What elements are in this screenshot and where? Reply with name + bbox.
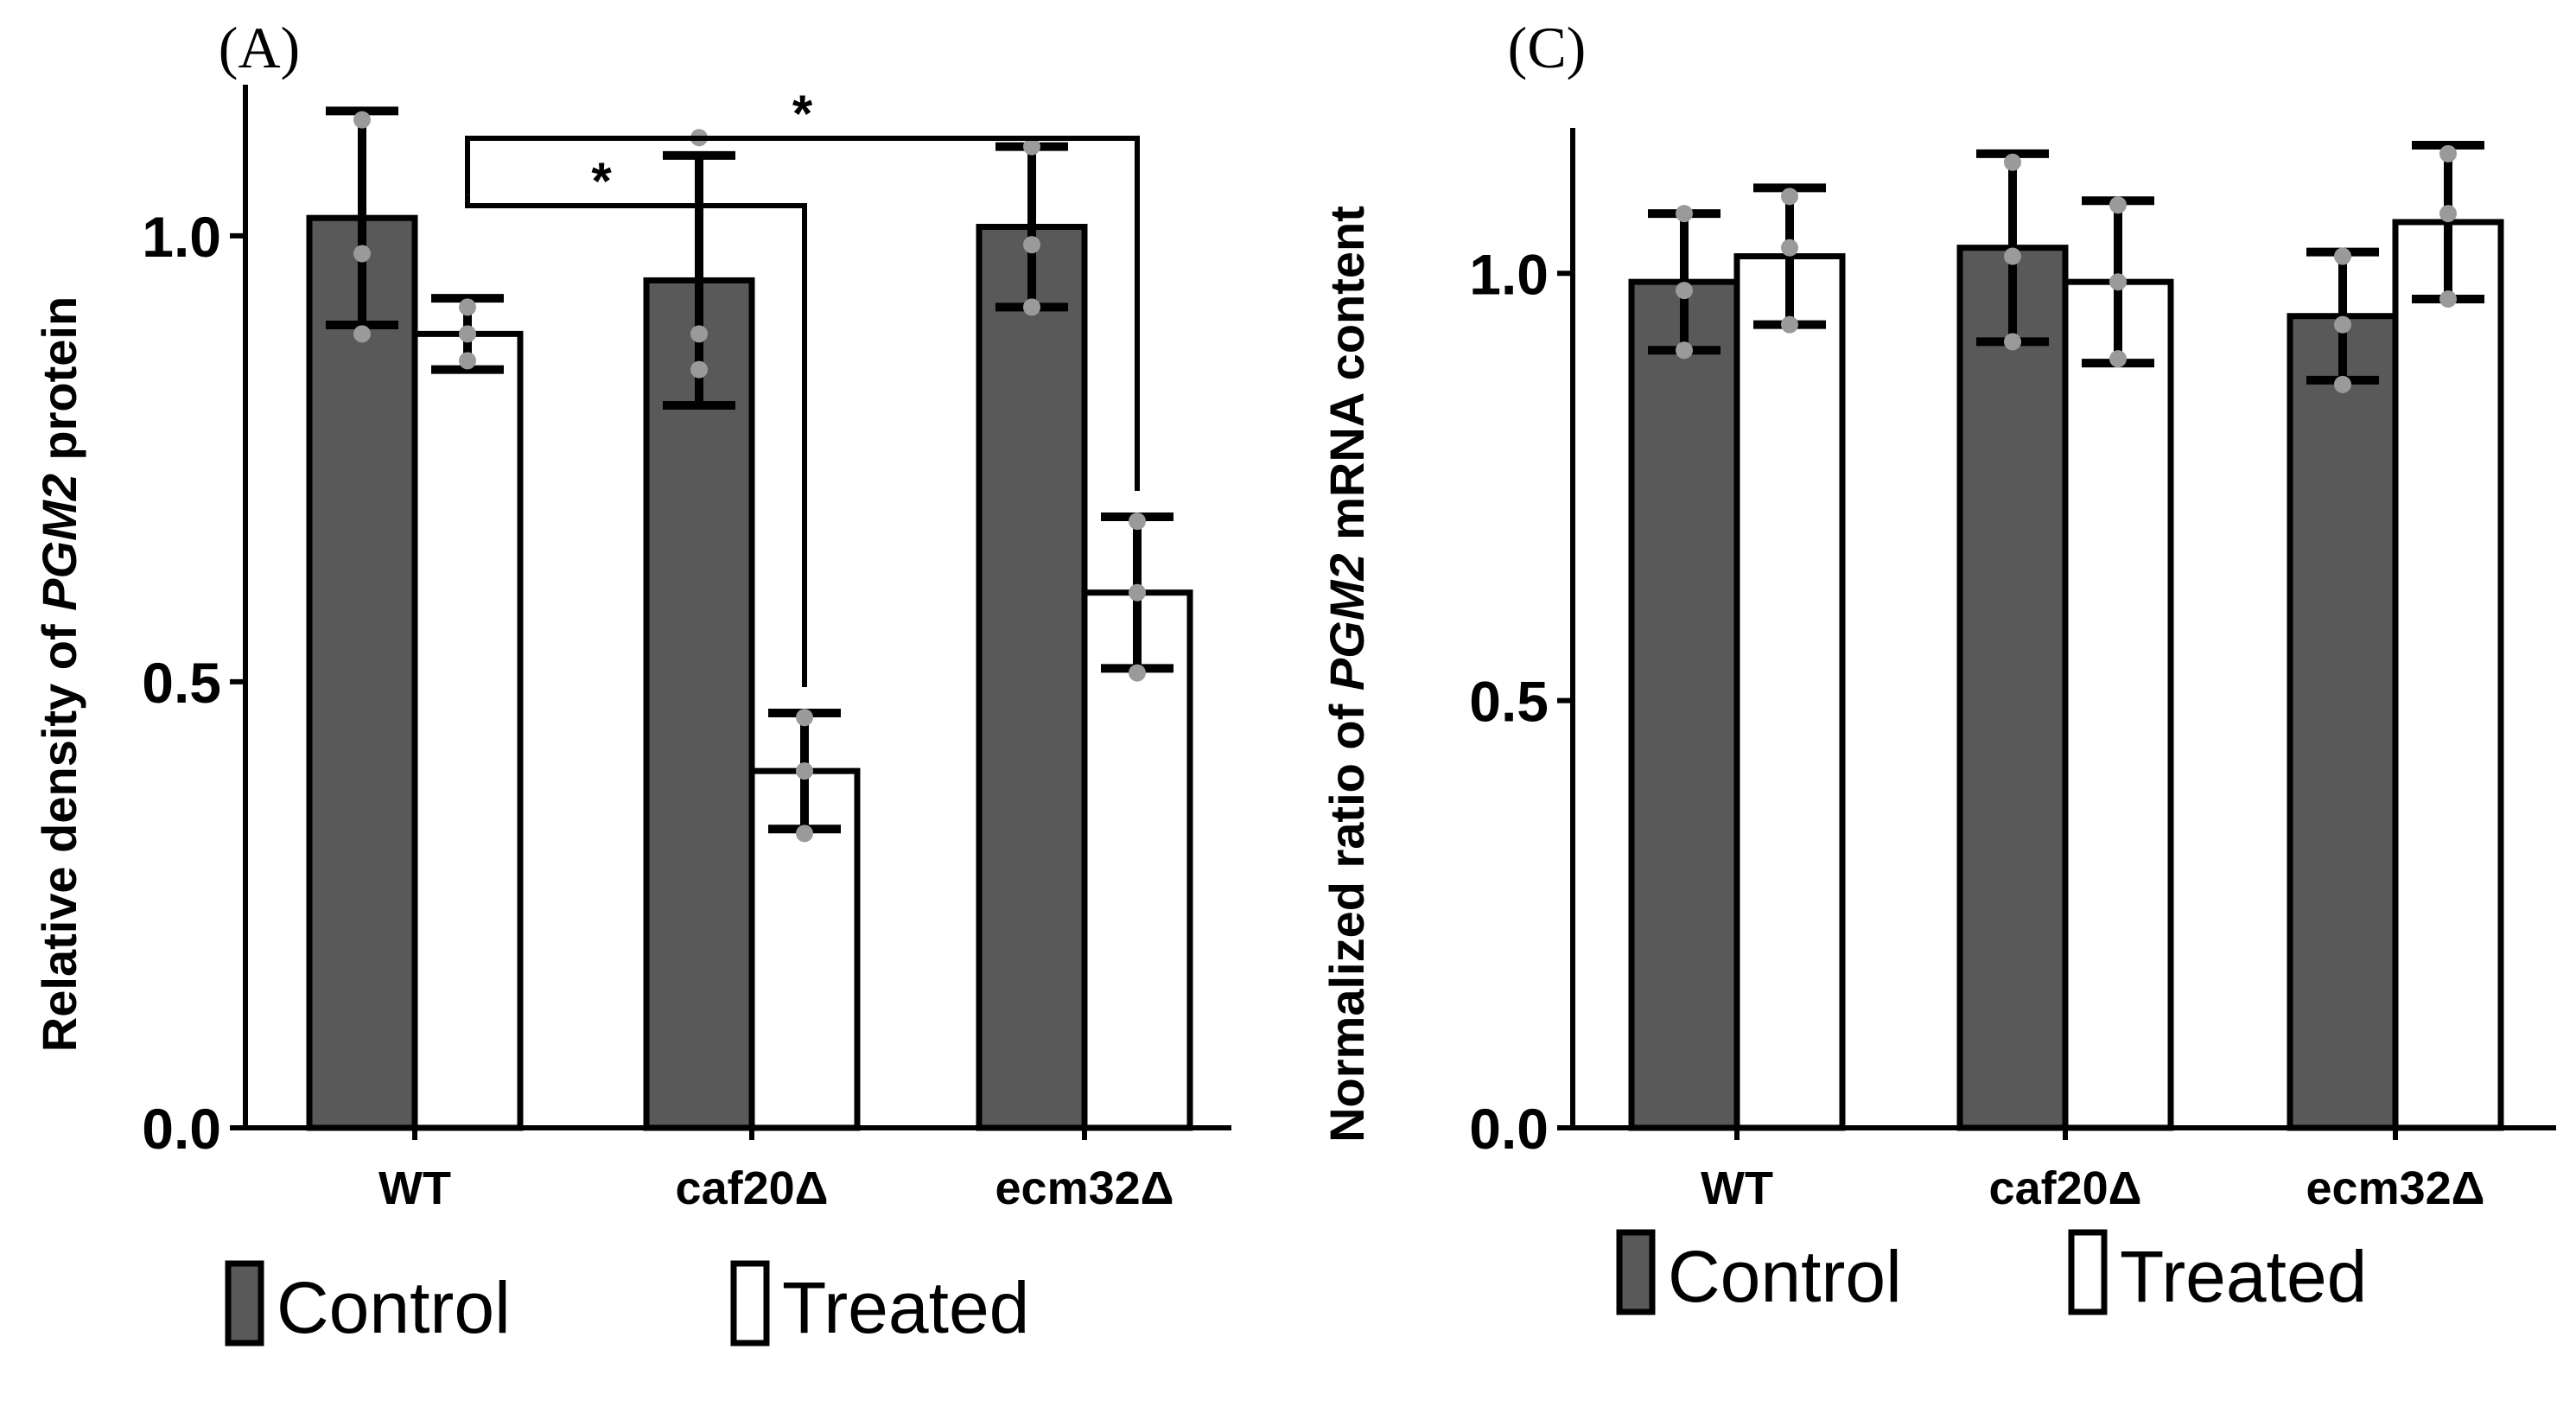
y-axis-label-gene: PGM2 bbox=[1320, 553, 1374, 691]
data-point-treated-0-1 bbox=[459, 325, 476, 343]
data-point-control-2-2 bbox=[2334, 375, 2351, 393]
data-point-control-2-1 bbox=[2334, 315, 2351, 334]
y-tick-label: 0.5 bbox=[142, 651, 221, 715]
x-tick-label: caf20Δ bbox=[1989, 1162, 2142, 1214]
data-point-treated-0-2 bbox=[1781, 315, 1798, 334]
data-point-treated-2-1 bbox=[1129, 583, 1146, 602]
data-point-control-1-0 bbox=[2004, 153, 2021, 171]
legend-swatch-control bbox=[225, 1260, 264, 1346]
bar-treated-0 bbox=[411, 330, 524, 1131]
legend-swatch-control bbox=[1616, 1229, 1656, 1315]
x-tick-label: ecm32Δ bbox=[995, 1162, 1174, 1214]
y-tick-label: 1.0 bbox=[1469, 242, 1549, 306]
y-tick-label: 0.0 bbox=[1469, 1097, 1549, 1161]
y-tick-label: 1.0 bbox=[142, 205, 221, 269]
bar-treated-1 bbox=[2062, 278, 2174, 1131]
bar-control-0 bbox=[1628, 278, 1740, 1131]
data-point-treated-0-2 bbox=[459, 352, 476, 370]
significance-star-0: * bbox=[591, 152, 612, 210]
data-point-control-0-0 bbox=[353, 111, 371, 129]
bar-treated-2 bbox=[2392, 219, 2504, 1131]
panel-label: (A) bbox=[219, 15, 300, 80]
legend-label-treated: Treated bbox=[782, 1267, 1029, 1348]
data-point-control-2-2 bbox=[1023, 298, 1040, 316]
data-point-treated-1-0 bbox=[2109, 196, 2127, 214]
data-point-control-0-0 bbox=[1676, 205, 1693, 223]
data-point-control-0-2 bbox=[1676, 341, 1693, 360]
y-axis-label-gene: PGM2 bbox=[32, 474, 86, 611]
x-tick-label: WT bbox=[378, 1162, 451, 1214]
data-point-treated-2-0 bbox=[2439, 144, 2457, 162]
data-point-treated-2-0 bbox=[1129, 512, 1146, 531]
data-point-control-1-2 bbox=[690, 360, 708, 379]
x-tick-label: caf20Δ bbox=[676, 1162, 829, 1214]
data-point-treated-0-0 bbox=[1781, 188, 1798, 206]
data-point-control-1-1 bbox=[2004, 247, 2021, 265]
panel-c: (C) 0.0 0.5 1.0 WT caf20Δ ecm32Δ Normalized rat… bbox=[1320, 15, 2556, 1317]
legend-label-control: Control bbox=[277, 1267, 511, 1348]
panel-a: (A) 0.0 0.5 1.0 WT caf20Δ ecm32Δ Relative densi… bbox=[32, 15, 1231, 1348]
bar-control-1 bbox=[1956, 245, 2069, 1131]
y-axis-label: Relative density of PGM2 protein bbox=[32, 296, 86, 1052]
data-point-treated-2-2 bbox=[2439, 290, 2457, 308]
significance-star-1: * bbox=[792, 85, 813, 143]
data-point-control-2-0 bbox=[2334, 247, 2351, 265]
data-point-control-1-2 bbox=[2004, 333, 2021, 351]
legend-swatch-treated bbox=[730, 1260, 770, 1346]
data-point-control-2-1 bbox=[1023, 236, 1040, 254]
data-point-control-0-1 bbox=[353, 245, 371, 263]
bar-treated-2 bbox=[1081, 589, 1193, 1131]
significance-bracket-1 bbox=[465, 136, 1140, 491]
y-axis-label-suffix: mRNA content bbox=[1320, 206, 1374, 553]
data-point-treated-2-2 bbox=[1129, 664, 1146, 682]
legend-swatch-treated bbox=[2068, 1229, 2108, 1315]
data-point-treated-1-1 bbox=[2109, 273, 2127, 291]
data-point-control-0-1 bbox=[1676, 282, 1693, 300]
bar-control-1 bbox=[643, 277, 755, 1131]
bar-control-2 bbox=[976, 224, 1088, 1131]
bar-control-2 bbox=[2287, 313, 2399, 1131]
data-point-treated-0-0 bbox=[459, 298, 476, 316]
data-point-control-2-0 bbox=[1023, 137, 1040, 156]
data-point-control-1-1 bbox=[690, 325, 708, 343]
data-point-treated-1-0 bbox=[796, 709, 813, 727]
y-axis-label: Normalized ratio of PGM2 mRNA content bbox=[1320, 206, 1374, 1143]
y-axis-label-suffix: protein bbox=[32, 296, 86, 474]
y-axis-label-prefix: Normalized ratio of bbox=[1320, 691, 1374, 1143]
y-tick-label: 0.5 bbox=[1469, 670, 1549, 734]
data-point-treated-1-1 bbox=[796, 762, 813, 780]
data-point-treated-1-2 bbox=[796, 824, 813, 843]
data-point-treated-2-1 bbox=[2439, 205, 2457, 223]
bar-control-0 bbox=[306, 214, 418, 1131]
legend-label-treated: Treated bbox=[2120, 1236, 2367, 1317]
bar-treated-0 bbox=[1733, 253, 1846, 1131]
x-tick-label: WT bbox=[1701, 1162, 1773, 1214]
y-tick-label: 0.0 bbox=[142, 1097, 221, 1161]
data-point-treated-1-2 bbox=[2109, 350, 2127, 368]
legend-label-control: Control bbox=[1668, 1236, 1902, 1317]
significance-bracket-0 bbox=[465, 194, 807, 688]
panel-label: (C) bbox=[1508, 15, 1587, 80]
data-point-treated-0-1 bbox=[1781, 239, 1798, 257]
x-tick-label: ecm32Δ bbox=[2306, 1162, 2485, 1214]
y-axis-label-prefix: Relative density of bbox=[32, 611, 86, 1052]
data-point-control-0-2 bbox=[353, 325, 371, 343]
